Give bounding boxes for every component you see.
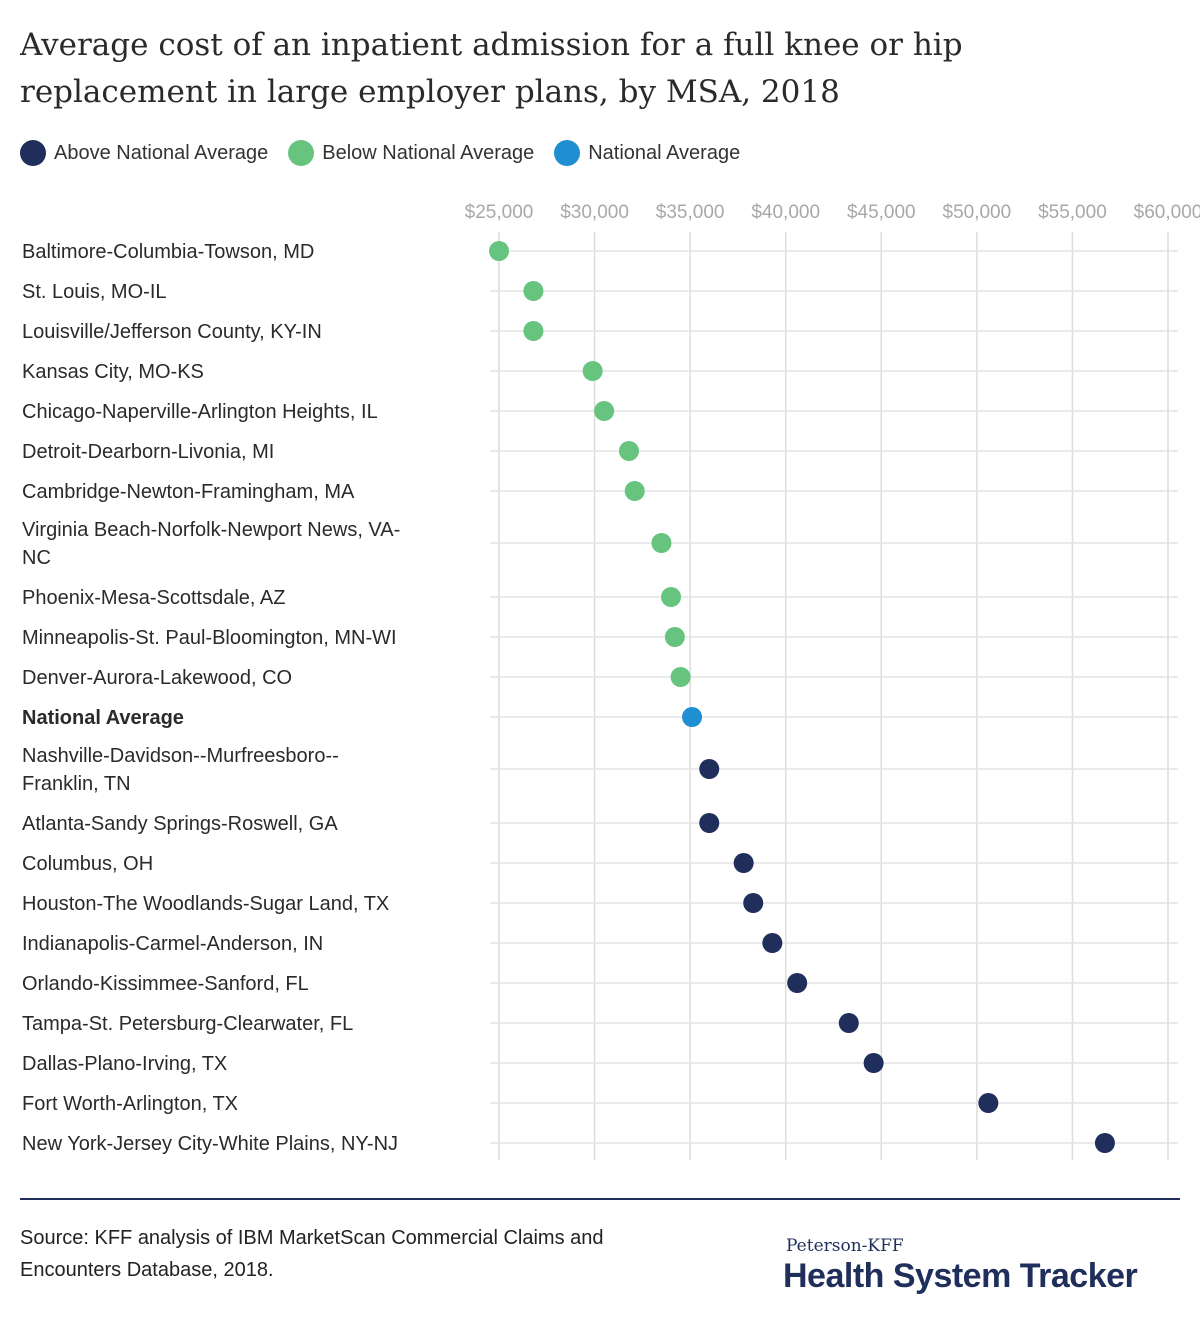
category-label: Dallas-Plano-Irving, TX bbox=[22, 1053, 227, 1075]
x-tick-label: $40,000 bbox=[751, 202, 820, 223]
source-note: Source: KFF analysis of IBM MarketScan C… bbox=[20, 1227, 604, 1281]
legend-dot-below bbox=[288, 140, 315, 166]
category-label: Baltimore-Columbia-Towson, MD bbox=[22, 241, 314, 263]
category-label: Denver-Aurora-Lakewood, CO bbox=[22, 667, 292, 689]
x-tick-label: $25,000 bbox=[465, 202, 534, 223]
x-tick-label: $45,000 bbox=[847, 202, 916, 223]
brand-logo: Health System Tracker bbox=[783, 1257, 1138, 1295]
category-label: Houston-The Woodlands-Sugar Land, TX bbox=[22, 893, 389, 915]
category-label: Detroit-Dearborn-Livonia, MI bbox=[22, 441, 274, 463]
data-point bbox=[978, 1093, 999, 1113]
data-point bbox=[523, 281, 544, 301]
data-point bbox=[699, 813, 720, 833]
data-point bbox=[863, 1053, 884, 1073]
category-label: Cambridge-Newton-Framingham, MA bbox=[22, 481, 355, 503]
data-point bbox=[489, 241, 509, 261]
category-label: Phoenix-Mesa-Scottsdale, AZ bbox=[22, 587, 285, 609]
data-point bbox=[661, 587, 682, 607]
chart-title: Average cost of an inpatient admission f… bbox=[20, 27, 963, 110]
data-point bbox=[733, 853, 754, 873]
category-label: Columbus, OH bbox=[22, 853, 153, 875]
data-point bbox=[682, 707, 703, 727]
category-label: Chicago-Naperville-Arlington Heights, IL bbox=[22, 401, 378, 423]
x-tick-label: $30,000 bbox=[560, 202, 629, 223]
footer-divider bbox=[20, 1198, 1180, 1200]
legend-label-below: Below National Average bbox=[322, 141, 535, 164]
category-label: Kansas City, MO-KS bbox=[22, 361, 204, 383]
data-point bbox=[594, 401, 615, 421]
legend-dot-above bbox=[20, 140, 46, 166]
legend-item-national: National Average bbox=[554, 140, 740, 166]
data-point bbox=[618, 441, 639, 461]
category-label: Minneapolis-St. Paul-Bloomington, MN-WI bbox=[22, 627, 397, 649]
data-point bbox=[651, 533, 672, 553]
data-point bbox=[582, 361, 603, 381]
legend-label-above: Above National Average bbox=[54, 141, 269, 164]
category-label: Tampa-St. Petersburg-Clearwater, FL bbox=[22, 1013, 353, 1035]
category-label: Indianapolis-Carmel-Anderson, IN bbox=[22, 933, 323, 955]
x-tick-label: $60,000 bbox=[1134, 202, 1200, 223]
category-label: Orlando-Kissimmee-Sanford, FL bbox=[22, 973, 309, 995]
category-label: Virginia Beach-Norfolk-Newport News, VA-… bbox=[22, 519, 400, 569]
dot-plot: $25,000 $30,000 $35,000 $40,000 $45,000 $50,0… bbox=[22, 202, 1200, 1160]
category-label: Fort Worth-Arlington, TX bbox=[22, 1093, 238, 1115]
category-label: Atlanta-Sandy Springs-Roswell, GA bbox=[22, 813, 338, 835]
legend-label-national: National Average bbox=[588, 141, 741, 164]
data-point bbox=[1094, 1133, 1115, 1153]
data-point bbox=[743, 893, 764, 913]
data-point bbox=[787, 973, 808, 993]
data-point bbox=[762, 933, 783, 953]
brand-kicker: Peterson-KFF bbox=[786, 1236, 904, 1256]
x-tick-label: $55,000 bbox=[1038, 202, 1107, 223]
data-point bbox=[664, 627, 685, 647]
x-tick-label: $50,000 bbox=[943, 202, 1012, 223]
data-point bbox=[624, 481, 645, 501]
legend-item-above: Above National Average bbox=[20, 140, 268, 166]
legend-item-below: Below National Average bbox=[288, 140, 534, 166]
category-label: Nashville-Davidson--Murfreesboro--Frankl… bbox=[22, 745, 339, 795]
x-tick-label: $35,000 bbox=[656, 202, 725, 223]
data-point bbox=[523, 321, 544, 341]
category-label: Louisville/Jefferson County, KY-IN bbox=[22, 321, 322, 343]
data-point bbox=[838, 1013, 859, 1033]
data-point bbox=[699, 759, 720, 779]
legend-dot-national bbox=[554, 140, 581, 166]
category-label: National Average bbox=[22, 707, 184, 729]
category-label: St. Louis, MO-IL bbox=[22, 281, 167, 303]
legend: Above National Average Below National Av… bbox=[20, 140, 760, 166]
data-point bbox=[670, 667, 691, 687]
category-label: New York-Jersey City-White Plains, NY-NJ bbox=[22, 1133, 398, 1155]
